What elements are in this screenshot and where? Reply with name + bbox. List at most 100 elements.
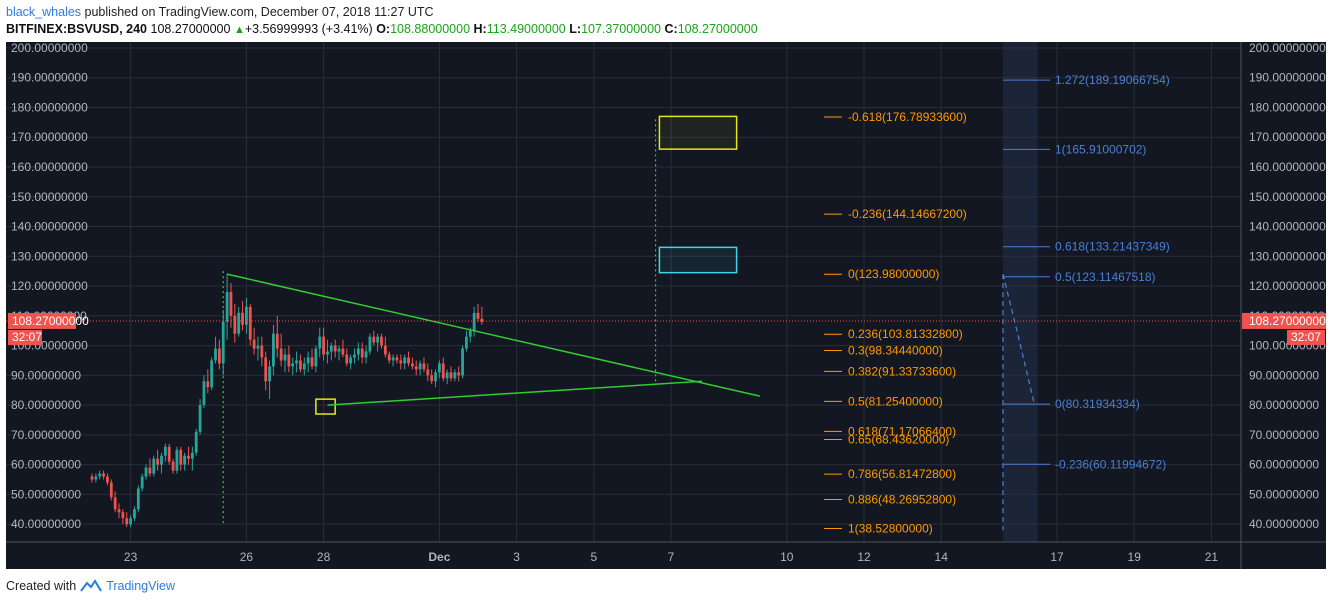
fib-ext-label: 0.618(133.21437349) — [1055, 240, 1170, 254]
candle-body — [252, 339, 256, 349]
target-box-cyan — [658, 246, 738, 274]
candle-body — [163, 446, 167, 456]
candle-body — [156, 458, 160, 465]
y-tick-label-right: 170.00000000 — [1249, 130, 1326, 144]
support-box-yellow — [315, 398, 336, 415]
candle-body — [360, 348, 364, 358]
author-link[interactable]: black_whales — [6, 5, 82, 19]
candle-body — [206, 381, 210, 388]
ohlc-bar: BITFINEX:BSVUSD, 240 108.27000000 ▲+3.56… — [6, 22, 758, 36]
candle-body — [472, 312, 476, 331]
candle-body — [322, 336, 325, 355]
x-tick-label: 26 — [240, 550, 254, 564]
candle-body — [372, 336, 376, 343]
candle-body — [457, 372, 461, 376]
candle-body — [98, 473, 102, 477]
candle-body — [167, 446, 171, 462]
candle-body — [399, 360, 403, 364]
price-tag-right: 108.27000000 — [1249, 314, 1326, 328]
candle-body — [310, 357, 314, 367]
candle-body — [356, 348, 360, 355]
x-tick-label: 21 — [1205, 550, 1219, 564]
candle-body — [102, 473, 105, 477]
candle-body — [275, 333, 279, 349]
fib-level-label: 0.382(91.33733600) — [848, 364, 956, 378]
candle-body — [237, 312, 241, 334]
candle-body — [414, 366, 418, 370]
publish-info: black_whales published on TradingView.co… — [6, 5, 434, 19]
up-arrow-icon: ▲ — [233, 24, 245, 36]
candle-body — [279, 348, 283, 361]
fib-level-label: 0(123.98000000) — [848, 267, 939, 281]
y-tick-label-left: 50.00000000 — [11, 487, 81, 501]
fib-ext-label: 0.5(123.11467518) — [1055, 270, 1156, 284]
candle-body — [391, 357, 395, 361]
y-tick-label-right: 80.00000000 — [1249, 398, 1319, 412]
candle-body — [190, 452, 194, 459]
candle-body — [449, 372, 453, 379]
countdown-right-bg — [1287, 329, 1325, 345]
candle-body — [383, 345, 387, 355]
candle-body — [210, 360, 214, 388]
candle-body — [337, 348, 341, 352]
candle-body — [326, 351, 329, 355]
x-tick-label: 12 — [857, 550, 871, 564]
fib-ext-label: 1(165.91000702) — [1055, 142, 1146, 156]
y-tick-label-right: 200.00000000 — [1249, 42, 1326, 55]
candle-body — [90, 476, 94, 480]
y-tick-label-left: 90.00000000 — [11, 368, 81, 382]
y-tick-label-right: 150.00000000 — [1249, 190, 1326, 204]
candle-body — [349, 357, 353, 364]
countdown-right: 32:07 — [1291, 330, 1321, 344]
x-tick-label: 5 — [590, 550, 597, 564]
y-tick-label-left: 190.00000000 — [11, 71, 88, 85]
y-tick-label-left: 70.00000000 — [11, 428, 81, 442]
y-tick-label-right: 190.00000000 — [1249, 71, 1326, 85]
x-tick-label: 28 — [317, 550, 331, 564]
candle-body — [299, 360, 302, 370]
tradingview-link[interactable]: TradingView — [106, 579, 175, 593]
candle-body — [395, 357, 399, 361]
y-tick-label-right: 50.00000000 — [1249, 487, 1319, 501]
high-value: 113.49000000 — [486, 22, 566, 36]
candle-body — [133, 509, 136, 519]
publish-text: published on TradingView.com, December 0… — [84, 5, 434, 19]
candle-body — [376, 336, 380, 343]
candle-body — [248, 306, 252, 340]
fib-level-label: -0.236(144.14667200) — [848, 207, 967, 221]
candle-body — [183, 455, 187, 465]
y-tick-label-left: 160.00000000 — [11, 160, 88, 174]
fib-level-label: -0.618(176.78933600) — [848, 110, 967, 124]
last-price: 108.27000000 — [150, 22, 231, 36]
countdown-left-bg — [8, 329, 42, 345]
candle-body — [225, 292, 229, 322]
candle-body — [480, 318, 484, 322]
candle-body — [217, 348, 221, 364]
candle-body — [465, 336, 468, 349]
candle-body — [353, 354, 356, 358]
y-tick-label-left: 200.00000000 — [11, 42, 88, 55]
candle-body — [418, 363, 422, 370]
tradingview-logo-icon — [80, 579, 103, 592]
x-tick-label: 19 — [1128, 550, 1142, 564]
candle-body — [345, 354, 349, 364]
candle-body — [318, 336, 322, 349]
candle-body — [106, 476, 109, 483]
x-tick-label: 7 — [668, 550, 675, 564]
candle-body — [171, 461, 175, 471]
candle-body — [129, 518, 132, 525]
price-tag-left-bg — [8, 312, 76, 329]
candle-body — [441, 363, 445, 379]
candle-body — [468, 330, 472, 337]
y-tick-label-left: 140.00000000 — [11, 220, 88, 234]
price-tag-left: 108.27000000 — [12, 314, 89, 328]
candle-body — [329, 345, 333, 352]
fib-level-label: 0.236(103.81332800) — [848, 327, 963, 341]
created-with-text: Created with — [6, 579, 77, 593]
y-tick-label-right: 180.00000000 — [1249, 100, 1326, 114]
fib-level-label: 0.618(71.17066400) — [848, 424, 956, 438]
candle-body — [302, 363, 306, 370]
chart-panel[interactable]: 200.00000000 200.00000000 190.00000000 190.… — [6, 42, 1326, 569]
candle-body — [410, 363, 414, 367]
